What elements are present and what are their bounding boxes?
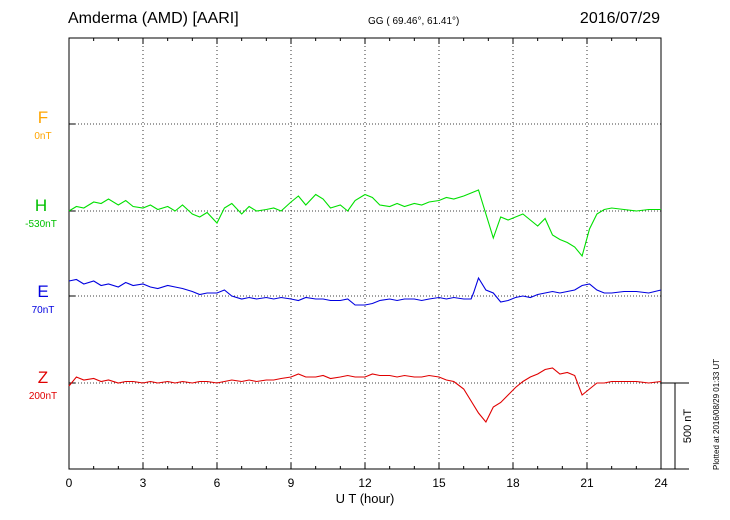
x-tick-label: 12	[358, 476, 372, 490]
channel-name-h: H	[34, 196, 48, 215]
scale-bar-label: 500 nT	[682, 409, 694, 444]
channel-label-z: Z 200nT	[12, 368, 74, 402]
station-title: Amderma (AMD) [AARI]	[68, 10, 239, 27]
x-tick-label: 15	[432, 476, 446, 490]
channel-name-z: Z	[37, 368, 49, 387]
x-axis-label: U T (hour)	[336, 491, 395, 506]
chart-date: 2016/07/29	[579, 10, 660, 27]
x-tick-label: 18	[506, 476, 520, 490]
x-tick-label: 9	[288, 476, 295, 490]
x-tick-label: 3	[140, 476, 147, 490]
channel-offset-h: -530nT	[25, 219, 57, 230]
channel-offset-e: 70nT	[31, 305, 55, 316]
channel-name-f: F	[37, 108, 49, 127]
x-tick-label: 21	[580, 476, 594, 490]
station-coordinates: GG ( 69.46°, 61.41°)	[368, 16, 460, 27]
x-tick-label: 24	[654, 476, 668, 490]
series-line-z	[68, 367, 662, 424]
channel-label-h: H -530nT	[10, 196, 72, 230]
channel-name-e: E	[37, 282, 49, 301]
x-tick-label: 0	[66, 476, 73, 490]
series-line-h	[68, 189, 661, 258]
x-tick-label: 6	[214, 476, 221, 490]
channel-label-f: F 0nT	[12, 108, 74, 142]
channel-offset-f: 0nT	[34, 131, 52, 142]
channel-label-e: E 70nT	[12, 282, 74, 316]
series-line-e	[68, 276, 662, 306]
channel-offset-z: 200nT	[28, 391, 58, 402]
